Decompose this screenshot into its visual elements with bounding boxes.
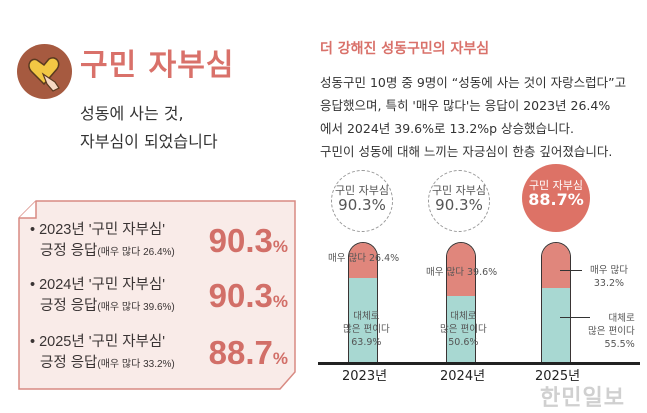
summary-sublabel: 긍정 응답 [40, 298, 98, 314]
unit: % [272, 349, 288, 368]
paragraph-line: 구민이 성동에 대해 느끼는 자긍심이 한층 깊어졌습니다. [320, 144, 613, 159]
subtitle-line-1: 성동에 사는 것, [80, 104, 184, 123]
badge-label: 구민 자부심 [334, 184, 390, 197]
summary-sublabel: 긍정 응답 [40, 243, 98, 259]
summary-value: 88.7 [208, 334, 273, 371]
section-title: 더 강해진 성동구민의 자부심 [320, 41, 490, 57]
badge-label: 구민 자부심 [431, 184, 487, 197]
summary-row-2023: • 2023년 '구민 자부심' 긍정 응답(매우 많다 26.4%) 90.3… [30, 218, 292, 260]
summary-row-2024: • 2024년 '구민 자부심' 긍정 응답(매우 많다 39.6%) 90.3… [30, 273, 292, 315]
label-very-2023: 매우 많다 26.4% [328, 253, 400, 264]
summary-row-2025: • 2025년 '구민 자부심' 긍정 응답(매우 많다 33.2%) 88.7… [30, 330, 292, 372]
bar-segment-very [447, 243, 475, 296]
bar-2023 [348, 242, 378, 363]
paragraph-line: 성동구민 10명 중 9명이 “성동에 사는 것이 자랑스럽다”고 [320, 75, 627, 90]
summary-sublabel: 긍정 응답 [40, 355, 98, 371]
x-tick-2024: 2024년 [440, 369, 486, 384]
unit: % [272, 237, 288, 256]
badge-value: 90.3% [338, 196, 386, 214]
x-axis [318, 362, 640, 365]
label-mostly-2024: 대체로 많은 편이다 50.6% [440, 311, 487, 348]
summary-value: 90.3 [208, 222, 273, 259]
label-mostly-2023: 대체로 많은 편이다 63.9% [343, 311, 390, 348]
leader-line [560, 270, 582, 271]
summary-detail: (매우 많다 39.6%) [97, 302, 175, 313]
badge-value: 88.7% [528, 190, 584, 209]
summary-label: • 2024년 '구민 자부심' [30, 277, 165, 293]
summary-detail: (매우 많다 26.4%) [97, 247, 175, 258]
label-very-2025: 매우 많다 33.2% [590, 265, 628, 289]
leader-line [560, 317, 590, 318]
badge-label: 구민 자부심 [528, 179, 584, 192]
total-badge-2025: 구민 자부심 88.7% [522, 164, 590, 232]
bar-segment-very [542, 243, 570, 288]
summary-box [18, 200, 296, 390]
x-tick-2023: 2023년 [342, 369, 388, 384]
paragraph-line: 응답했으며, 특히 '매우 많다'는 응답이 2023년 26.4% [320, 98, 611, 113]
bar-2024 [446, 242, 476, 363]
total-badge-2023: 구민 자부심 90.3% [331, 170, 393, 232]
page-title: 구민 자부심 [80, 48, 235, 83]
subtitle-line-2: 자부심이 되었습니다 [80, 132, 218, 151]
label-very-2024: 매우 많다 39.6% [426, 267, 498, 278]
badge-value: 90.3% [435, 196, 483, 214]
summary-label: • 2025년 '구민 자부심' [30, 334, 165, 350]
paragraph-line: 에서 2024년 39.6%로 13.2%p 상승했습니다. [320, 121, 575, 136]
summary-label: • 2023년 '구민 자부심' [30, 222, 165, 238]
summary-value: 90.3 [208, 277, 273, 314]
watermark: 한민일보 [540, 386, 625, 411]
label-mostly-2025: 대체로 많은 편이다 55.5% [588, 313, 635, 350]
heart-hand-icon [17, 44, 72, 99]
summary-detail: (매우 많다 33.2%) [97, 359, 175, 370]
bar-2025 [541, 242, 571, 363]
x-tick-2025: 2025년 [535, 369, 581, 384]
unit: % [272, 292, 288, 311]
bar-segment-very [349, 243, 377, 279]
total-badge-2024: 구민 자부심 90.3% [428, 170, 490, 232]
